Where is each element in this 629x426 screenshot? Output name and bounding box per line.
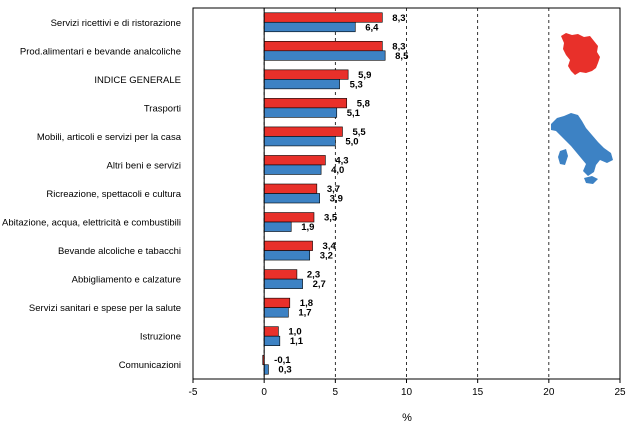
x-tick-label: 25 [614,387,626,398]
value-label-italia: 5,3 [350,79,363,90]
category-label: Prod.alimentari e bevande analcoliche [20,46,181,57]
bars [262,8,386,379]
value-label-toscana: 5,8 [357,98,370,109]
value-label-toscana: 5,5 [352,127,366,138]
category-label: Altri beni e servizi [107,160,181,171]
bar-italia [263,79,340,90]
category-label: Mobili, articoli e servizi per la casa [37,132,182,143]
category-label: INDICE GENERALE [94,75,181,86]
value-label-toscana: 3,5 [324,213,338,224]
category-label: Istruzione [140,332,181,343]
value-label-toscana: 5,9 [358,70,371,81]
value-label-italia: 1,7 [298,308,311,319]
category-label: Servizi ricettivi e di ristorazione [51,18,181,29]
x-tick-label: 5 [333,387,339,398]
x-tick-label: -5 [189,387,198,398]
bar-toscana [263,98,348,109]
bar-italia [263,307,289,318]
bar-italia [263,107,338,118]
bar-italia [263,193,320,204]
bar-italia [263,50,386,61]
value-label-toscana: 8,3 [392,13,405,24]
x-tick-label: 20 [543,387,555,398]
category-label: Bevande alcoliche e tabacchi [58,246,181,257]
x-axis-title: % [402,412,412,424]
value-label-toscana: -0,1 [274,355,291,366]
value-label-italia: 3,9 [330,194,343,205]
bar-italia [263,21,356,33]
bar-italia [263,164,322,175]
bar-italia [263,335,281,346]
x-axis-ticks: -5 0 5 10 15 20 25 [189,379,626,398]
value-label-toscana: 3,4 [323,241,337,252]
value-label-italia: 1,9 [301,222,314,233]
category-label: Ricreazione, spettacoli e cultura [46,189,181,200]
bar-italia [263,364,269,375]
value-label-italia: 6,4 [365,22,379,33]
category-label: Comunicazioni [119,360,181,371]
value-label-italia: 2,7 [313,279,326,290]
value-label-toscana: 4,3 [335,155,348,166]
bar-toscana [263,41,383,52]
bar-toscana [263,269,298,280]
bar-toscana [263,297,291,308]
bar-toscana [263,12,383,23]
x-tick-label: 0 [261,387,267,398]
category-label: Servizi sanitari e spese per la salute [29,303,181,314]
value-label-toscana: 3,7 [327,184,340,195]
value-label-toscana: 8,3 [392,41,405,52]
bar-toscana [263,183,318,194]
category-label: Abitazione, acqua, elettricità e combust… [2,218,181,229]
bar-toscana [263,126,343,137]
value-label-toscana: 2,3 [307,270,320,281]
bar-italia [263,250,311,261]
bar-italia [263,136,336,147]
bar-italia [263,278,303,289]
bar-toscana [263,240,313,251]
value-label-italia: 0,3 [278,365,291,376]
bar-toscana [263,212,315,223]
bar-toscana [263,155,326,166]
value-label-italia: 4,0 [331,165,344,176]
value-label-italia: 3,2 [320,251,333,262]
x-tick-label: 15 [472,387,484,398]
toscana-map-icon [561,33,600,75]
bar-italia [263,221,292,232]
bar-toscana [263,326,279,337]
value-labels: 8,36,48,38,55,95,35,85,15,55,04,34,03,73… [274,13,409,376]
x-tick-label: 10 [401,387,413,398]
italia-map-icon [551,113,613,184]
value-label-toscana: 1,8 [300,298,313,309]
category-label: Trasporti [144,103,181,114]
value-label-italia: 5,0 [345,136,358,147]
bar-toscana [263,69,349,80]
value-label-italia: 5,1 [347,108,361,119]
value-label-italia: 1,1 [290,336,304,347]
value-label-italia: 8,5 [395,51,409,62]
value-label-toscana: 1,0 [288,327,301,338]
category-label: Abbigliamento e calzature [72,275,181,286]
category-labels: Servizi ricettivi e di ristorazione Prod.… [2,18,182,371]
